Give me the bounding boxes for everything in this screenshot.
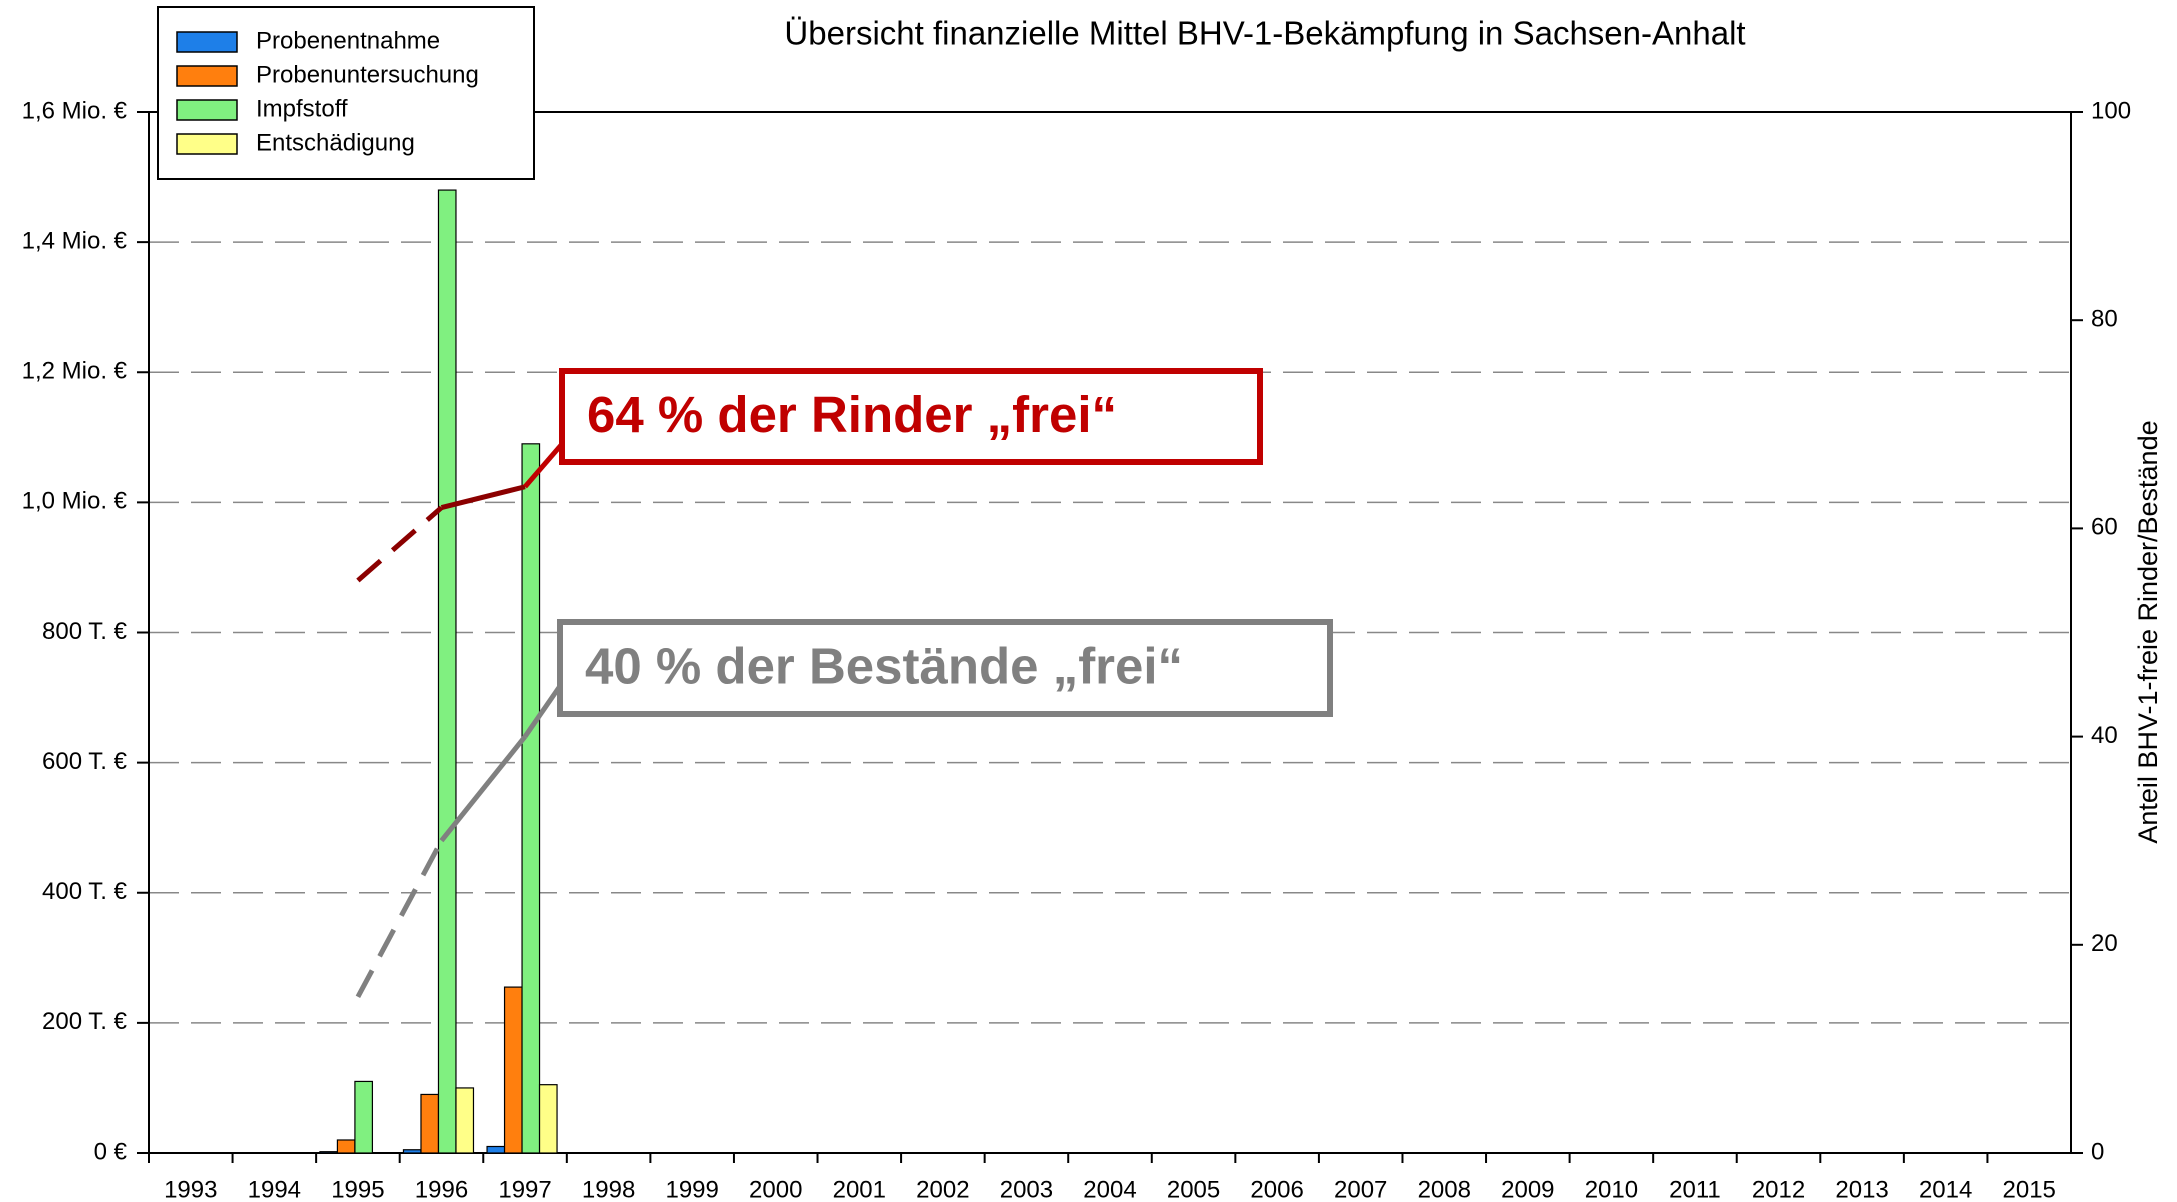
x-tick-label: 2007 <box>1334 1176 1387 1202</box>
x-tick-label: 2013 <box>1835 1176 1888 1202</box>
plot-frame <box>148 111 2072 1154</box>
annotation-leader <box>523 442 564 489</box>
x-tick-label: 2014 <box>1919 1176 1972 1202</box>
x-tick-label: 2004 <box>1083 1176 1136 1202</box>
y2-tick-label: 0 <box>2091 1138 2104 1165</box>
bar <box>503 986 523 1154</box>
x-tick-label: 2009 <box>1501 1176 1554 1202</box>
y-tick-label: 400 T. € <box>42 878 128 905</box>
y-tick-label: 1,2 Mio. € <box>22 358 128 385</box>
y-tick-label: 1,0 Mio. € <box>22 488 128 515</box>
line-segment <box>356 505 444 583</box>
legend-label: Entschädigung <box>256 129 415 156</box>
chart-title: Übersicht finanzielle Mittel BHV-1-Bekäm… <box>784 15 1745 52</box>
y-tick-label: 1,4 Mio. € <box>22 227 128 254</box>
x-tick-label: 2000 <box>749 1176 802 1202</box>
y-tick-label: 1,6 Mio. € <box>22 97 128 124</box>
legend-label: Probenuntersuchung <box>256 61 479 88</box>
y-tick-label: 600 T. € <box>42 748 128 775</box>
y2-tick-label: 60 <box>2091 514 2118 541</box>
y2-tick-label: 40 <box>2091 722 2118 749</box>
bar <box>420 1093 440 1154</box>
line-segment <box>355 839 444 999</box>
bar <box>336 1139 356 1154</box>
x-tick-label: 2011 <box>1669 1176 1721 1202</box>
x-tick-label: 1996 <box>415 1176 468 1202</box>
y-tick-label: 800 T. € <box>42 618 128 645</box>
x-tick-label: 2002 <box>916 1176 969 1202</box>
y2-tick-label: 80 <box>2091 306 2118 333</box>
line-segment <box>439 735 527 843</box>
x-tick-label: 2012 <box>1752 1176 1805 1202</box>
bar <box>319 1151 339 1154</box>
annotation-leader <box>522 684 563 739</box>
legend-swatch <box>176 31 238 53</box>
line-segment <box>440 484 526 511</box>
x-tick-label: 2001 <box>833 1176 886 1202</box>
y2-tick-label: 100 <box>2091 97 2131 124</box>
x-tick-label: 1993 <box>164 1176 217 1202</box>
x-tick-label: 2015 <box>2003 1176 2056 1202</box>
legend-label: Probenentnahme <box>256 27 440 54</box>
legend-swatch <box>176 133 238 155</box>
legend-swatch <box>176 99 238 121</box>
x-tick-label: 2005 <box>1167 1176 1220 1202</box>
x-tick-label: 1998 <box>582 1176 635 1202</box>
bar <box>521 443 541 1154</box>
legend-label: Impfstoff <box>256 95 348 122</box>
bar <box>455 1087 475 1154</box>
y2-axis-label: Anteil BHV-1-freie Rinder/Bestände <box>2133 420 2163 843</box>
annotation-box <box>559 368 1263 465</box>
annotation-box <box>557 619 1333 717</box>
x-tick-label: 1994 <box>248 1176 301 1202</box>
annotation-text: 40 % der Bestände „frei“ <box>585 637 1183 694</box>
x-tick-label: 2006 <box>1250 1176 1303 1202</box>
annotation-text: 64 % der Rinder „frei“ <box>587 386 1117 443</box>
y2-tick-label: 20 <box>2091 930 2118 957</box>
bar <box>486 1145 506 1154</box>
x-tick-label: 1995 <box>331 1176 384 1202</box>
x-tick-label: 1999 <box>665 1176 718 1202</box>
x-tick-label: 1997 <box>498 1176 551 1202</box>
y-tick-label: 0 € <box>94 1138 128 1165</box>
bar <box>402 1149 422 1154</box>
bar <box>437 189 457 1154</box>
y-tick-label: 200 T. € <box>42 1008 128 1035</box>
bar <box>538 1084 558 1154</box>
x-tick-label: 2003 <box>1000 1176 1053 1202</box>
bar <box>354 1080 374 1154</box>
x-tick-label: 2008 <box>1418 1176 1471 1202</box>
x-tick-label: 2010 <box>1585 1176 1638 1202</box>
legend-swatch <box>176 65 238 87</box>
